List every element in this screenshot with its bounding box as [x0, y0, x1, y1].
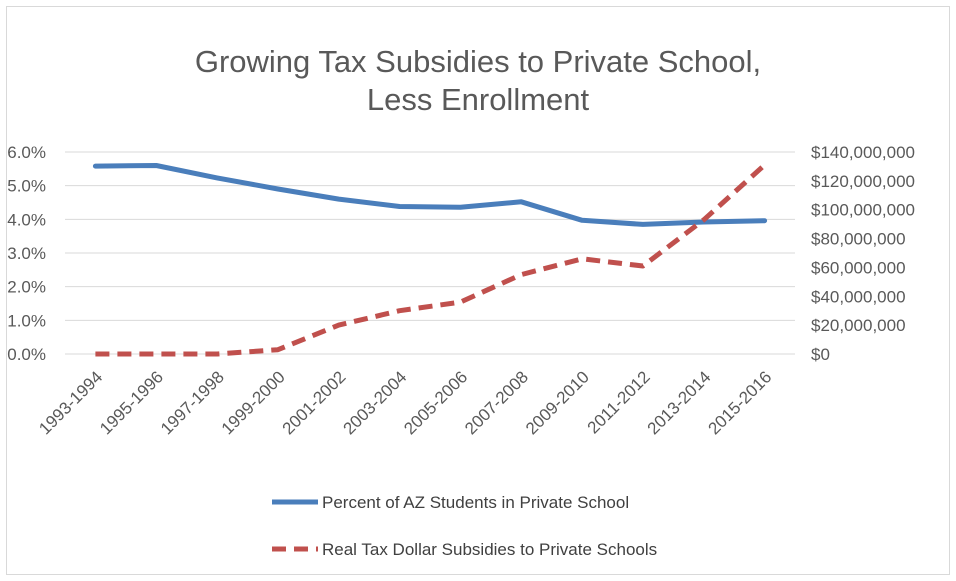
chart-title: Growing Tax Subsidies to Private School,…: [195, 44, 761, 117]
x-tick-label: 2009-2010: [522, 367, 593, 438]
chart-title-line-1: Growing Tax Subsidies to Private School,: [195, 44, 761, 79]
right-tick-label: $40,000,000: [811, 287, 906, 306]
legend-label-tax-subsidies: Real Tax Dollar Subsidies to Private Sch…: [322, 540, 657, 559]
left-tick-label: 1.0%: [7, 311, 46, 330]
left-tick-label: 0.0%: [7, 345, 46, 364]
x-tick-label: 1993-1994: [35, 367, 106, 438]
gridlines: [65, 151, 795, 355]
right-tick-label: $20,000,000: [811, 316, 906, 335]
legend-label-percent-private: Percent of AZ Students in Private School: [322, 493, 629, 512]
x-tick-label: 1997-1998: [157, 367, 228, 438]
left-tick-label: 2.0%: [7, 278, 46, 297]
x-tick-label: 1995-1996: [96, 367, 167, 438]
left-tick-label: 3.0%: [7, 244, 46, 263]
x-tick-label: 2013-2014: [644, 367, 715, 438]
right-tick-label: $80,000,000: [811, 230, 906, 249]
series-line-tax-subsidies: [95, 163, 767, 357]
x-tick-label: 2007-2008: [461, 367, 532, 438]
left-tick-label: 4.0%: [7, 210, 46, 229]
legend: Percent of AZ Students in Private School…: [272, 493, 657, 559]
x-tick-label: 2011-2012: [584, 367, 654, 437]
x-tick-label: 1999-2000: [218, 367, 289, 438]
left-tick-label: 5.0%: [7, 177, 46, 196]
left-axis: 0.0% 1.0% 2.0% 3.0% 4.0% 5.0% 6.0%: [7, 143, 46, 364]
x-tick-label: 2005-2006: [400, 367, 471, 438]
right-tick-label: $120,000,000: [811, 172, 915, 191]
series-line-percent-private: [92, 163, 768, 227]
x-axis: 1993-19941995-19961997-19981999-20002001…: [35, 367, 775, 438]
x-tick-label: 2003-2004: [339, 367, 410, 438]
series-lines: [92, 163, 768, 357]
right-tick-label: $100,000,000: [811, 201, 915, 220]
x-tick-label: 2015-2016: [704, 367, 775, 438]
right-tick-label: $0: [811, 345, 830, 364]
chart-frame: [6, 6, 950, 575]
right-tick-label: $60,000,000: [811, 258, 906, 277]
right-tick-label: $140,000,000: [811, 143, 915, 162]
left-tick-label: 6.0%: [7, 143, 46, 162]
chart-title-line-2: Less Enrollment: [367, 82, 590, 117]
right-axis: $0 $20,000,000 $40,000,000 $60,000,000 $80,0…: [811, 143, 915, 364]
x-tick-label: 2001-2002: [279, 367, 350, 438]
